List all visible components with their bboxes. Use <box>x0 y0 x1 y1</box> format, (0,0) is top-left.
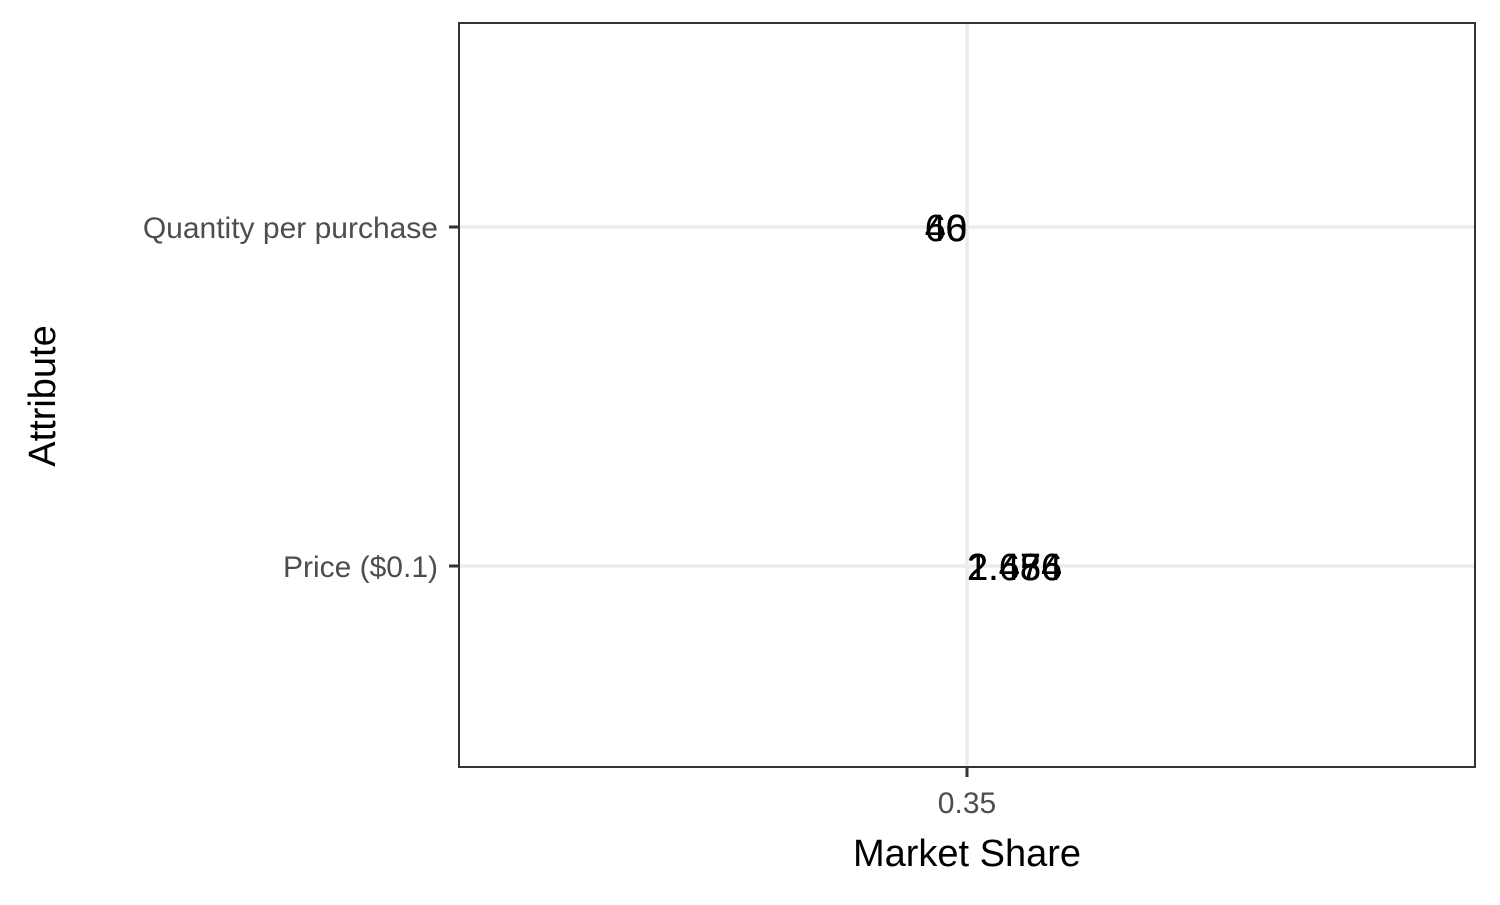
data-label: 1.656 <box>967 547 1062 589</box>
data-label: 2.474 <box>967 547 1062 589</box>
data-label: 6 <box>946 208 967 250</box>
y-tick-label: Quantity per purchase <box>143 212 438 245</box>
x-tick-label: 0.35 <box>938 787 996 820</box>
x-axis-title: Market Share <box>853 833 1081 875</box>
data-label: 2.486 <box>967 547 1062 589</box>
axis-layer: Price ($0.1) Quantity per purchase 0.35 <box>143 212 996 820</box>
y-axis-title: Attribute <box>22 325 64 467</box>
grid-layer <box>459 23 1475 767</box>
y-tick-label: Price ($0.1) <box>283 551 438 584</box>
data-label: 40 <box>925 208 967 250</box>
data-label: 60 <box>925 208 967 250</box>
